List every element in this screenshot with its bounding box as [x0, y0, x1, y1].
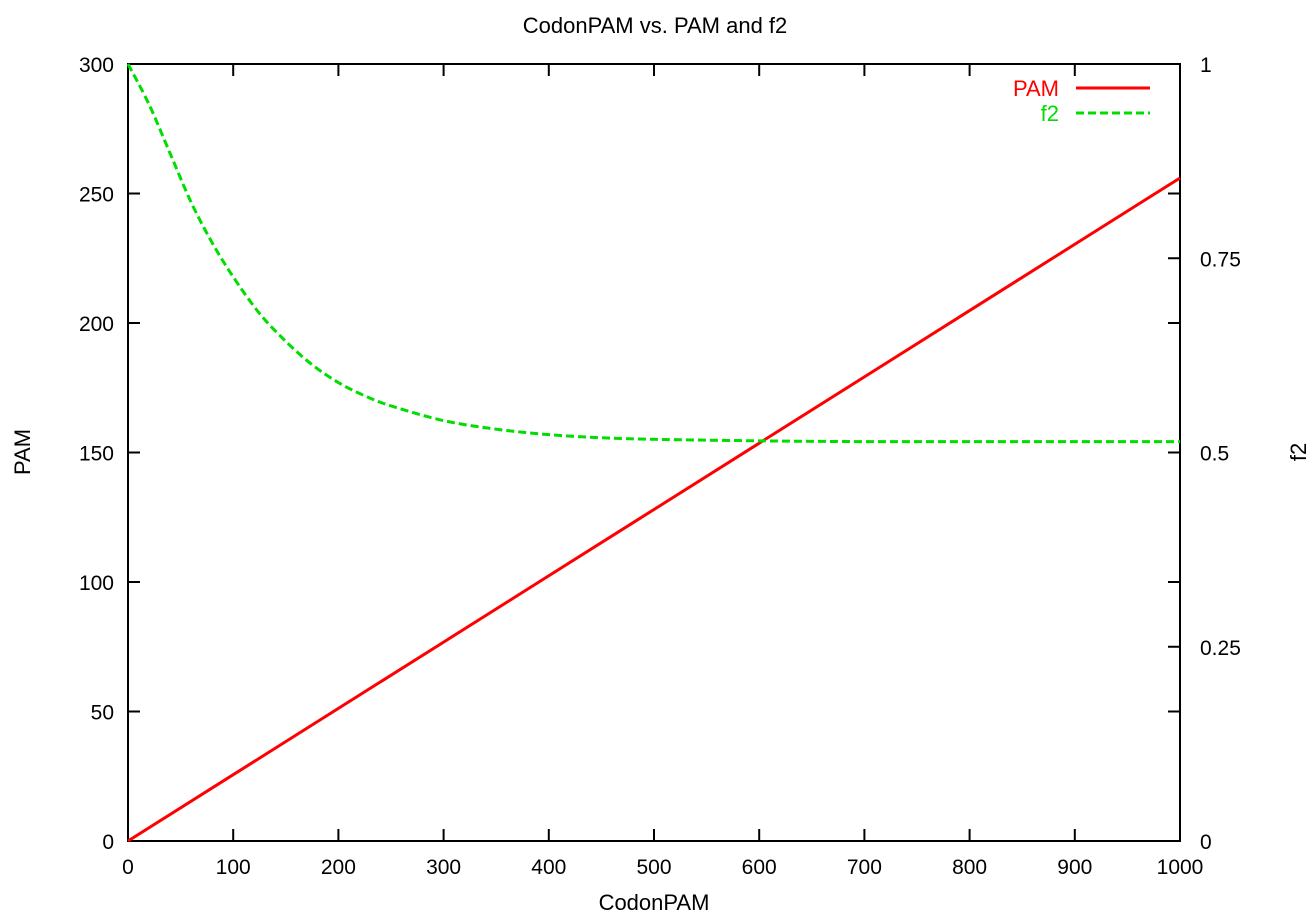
y-tick-label: 100 [79, 572, 114, 595]
x-tick-label: 800 [952, 856, 987, 879]
x-tick-label: 1000 [1157, 856, 1204, 879]
axis-ticks [128, 64, 1180, 841]
y2-tick-label: 0.75 [1200, 248, 1241, 271]
y-tick-label: 150 [79, 443, 114, 466]
x-tick-label: 500 [636, 856, 671, 879]
x-tick-label: 0 [122, 856, 134, 879]
x-tick-label: 200 [321, 856, 356, 879]
x-tick-label: 900 [1057, 856, 1092, 879]
y-tick-label: 250 [79, 184, 114, 207]
x-axis-title: CodonPAM [599, 890, 710, 915]
x-tick-label: 300 [426, 856, 461, 879]
series-line-pam [127, 176, 1181, 843]
x-tick-label: 400 [531, 856, 566, 879]
x-tick-label: 100 [216, 856, 251, 879]
y2-tick-label: 0.25 [1200, 637, 1241, 660]
y-tick-label: 50 [91, 702, 114, 725]
legend-label-pam: PAM [1013, 76, 1059, 101]
x-tick-labels: 0 100 200 300 400 500 600 700 800 900 1000 [122, 856, 1203, 879]
y2-tick-label: 0 [1200, 831, 1212, 854]
y-tick-labels: 0 50 100 150 200 250 300 [79, 54, 114, 854]
y2-tick-labels: 0 0.25 0.5 0.75 1 [1200, 54, 1241, 854]
chart-title: CodonPAM vs. PAM and f2 [523, 13, 788, 38]
y-axis-title: PAM [10, 429, 35, 475]
y2-tick-label: 1 [1200, 54, 1212, 77]
series-line-f2 [126, 63, 1180, 444]
y2-axis-title: f2 [1286, 443, 1311, 461]
plot-frame [127, 63, 1181, 842]
y-tick-label: 200 [79, 313, 114, 336]
x-tick-label: 700 [847, 856, 882, 879]
y2-tick-label: 0.5 [1200, 443, 1229, 466]
y-tick-label: 0 [102, 831, 114, 854]
legend-label-f2: f2 [1041, 101, 1059, 126]
y-tick-label: 300 [79, 54, 114, 77]
x-tick-label: 600 [742, 856, 777, 879]
series-layer [126, 63, 1181, 843]
